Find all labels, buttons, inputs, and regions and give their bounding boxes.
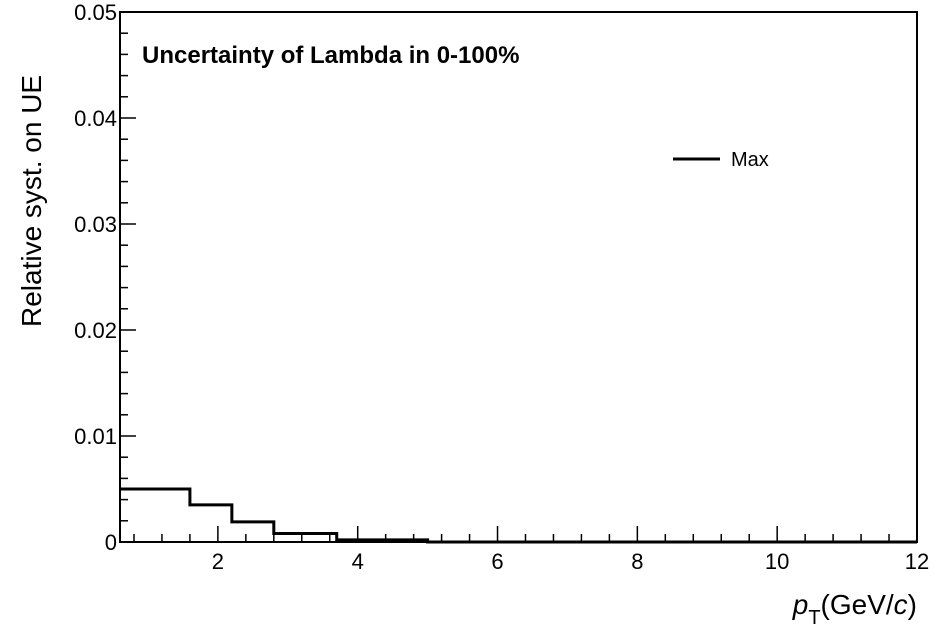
x-tick-label: 12 — [905, 549, 929, 574]
y-tick-label: 0.05 — [74, 0, 117, 25]
y-tick-label: 0 — [105, 530, 117, 555]
x-tick-label: 6 — [491, 549, 503, 574]
x-tick-label: 10 — [765, 549, 789, 574]
x-axis-title-unit-pre: (GeV/ — [821, 589, 894, 620]
x-axis-title-p: p — [792, 589, 809, 620]
tick-labels: 2 4 6 8 10 12 0 0.01 0.02 0.03 0.04 0.05 — [74, 0, 929, 574]
series-max-step-line — [120, 487, 917, 544]
axis-ticks — [120, 11, 918, 543]
y-tick-label: 0.03 — [74, 212, 117, 237]
y-axis-title: Relative syst. on UE — [16, 75, 47, 327]
x-tick-label: 8 — [631, 549, 643, 574]
x-tick-label: 4 — [352, 549, 364, 574]
y-tick-label: 0.01 — [74, 424, 117, 449]
chart-title: Uncertainty of Lambda in 0-100% — [142, 42, 519, 69]
legend-label-max: Max — [731, 149, 769, 171]
x-tick-label: 2 — [212, 549, 224, 574]
x-axis-title-sub: T — [808, 607, 820, 629]
plot-frame — [119, 11, 918, 543]
x-axis-title-unit-post: ) — [908, 589, 917, 620]
x-axis-title-unit-c: c — [894, 589, 908, 620]
y-tick-label: 0.02 — [74, 318, 117, 343]
y-tick-label: 0.04 — [74, 106, 117, 131]
x-axis-title: pT(GeV/c) — [792, 589, 917, 629]
